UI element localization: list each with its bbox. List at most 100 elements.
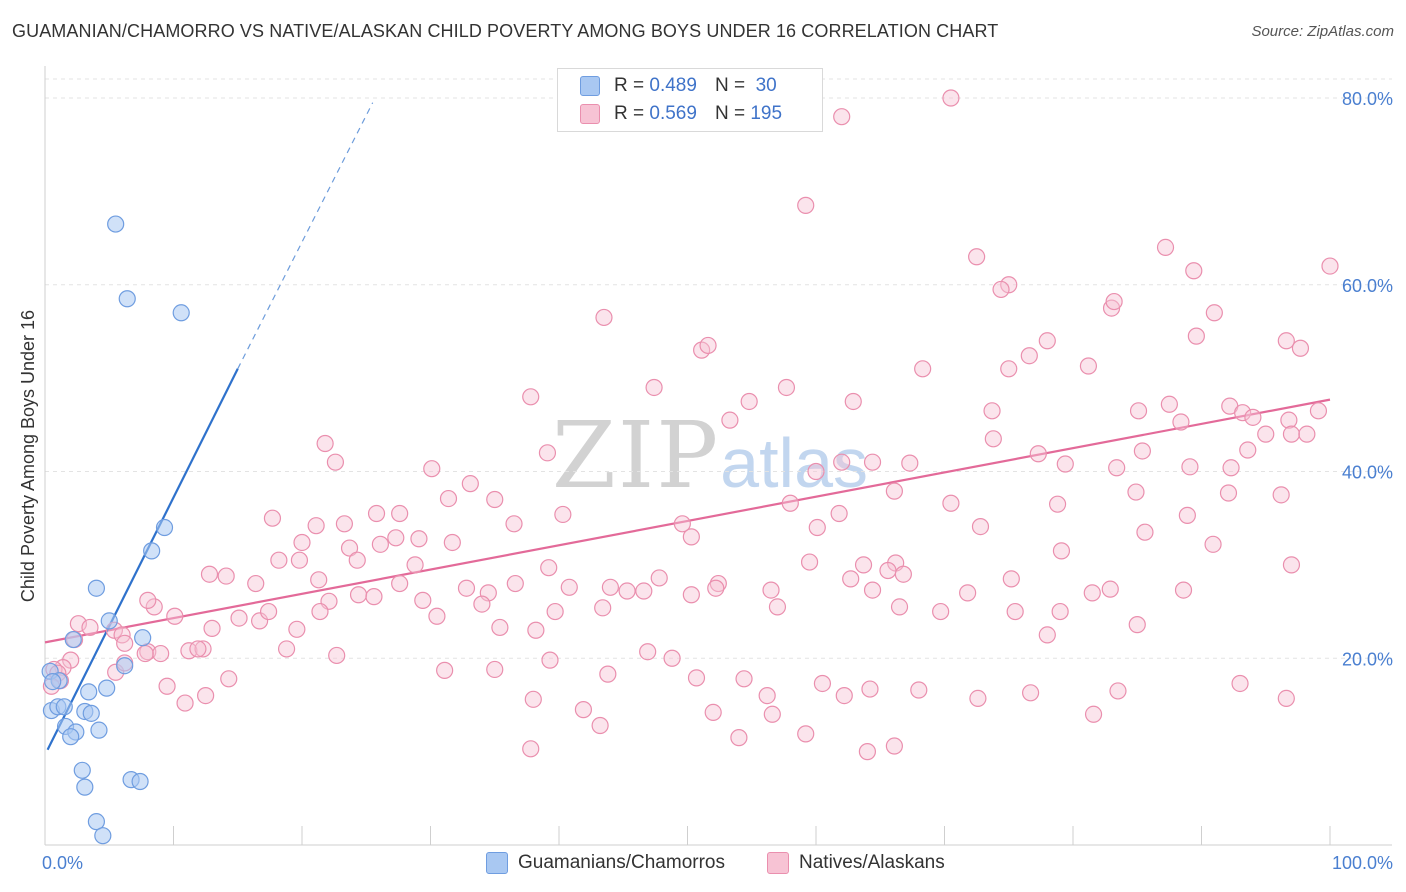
legend-label-natives: Natives/Alaskans bbox=[799, 852, 945, 873]
native-alaskan-point bbox=[158, 677, 176, 695]
x-tick-label-min: 0.0% bbox=[42, 853, 83, 873]
native-alaskan-point bbox=[316, 434, 334, 453]
guamanian-point bbox=[80, 683, 98, 701]
natives-trend-line bbox=[44, 398, 1331, 644]
native-alaskan-point bbox=[1108, 459, 1126, 477]
guamanian-point bbox=[143, 542, 161, 560]
native-alaskan-point bbox=[365, 588, 383, 606]
native-alaskan-point bbox=[1174, 581, 1193, 599]
watermark: ZIPatlas bbox=[552, 402, 868, 509]
native-alaskan-point bbox=[263, 509, 282, 527]
legend-swatch-pink bbox=[580, 104, 600, 124]
native-alaskan-point bbox=[166, 607, 184, 625]
native-alaskan-point bbox=[290, 551, 309, 569]
native-alaskan-point bbox=[473, 595, 491, 613]
native-alaskan-point bbox=[406, 556, 424, 574]
native-alaskan-point bbox=[830, 504, 848, 523]
native-alaskan-point bbox=[1298, 425, 1316, 443]
native-alaskan-point bbox=[541, 651, 559, 669]
native-alaskan-point bbox=[538, 444, 557, 462]
guamanian-point bbox=[73, 761, 91, 779]
native-alaskan-point bbox=[1172, 413, 1190, 431]
native-alaskan-point bbox=[546, 602, 564, 621]
native-alaskan-point bbox=[844, 392, 862, 411]
native-alaskan-point bbox=[574, 701, 593, 719]
native-alaskan-point bbox=[833, 108, 851, 126]
native-alaskan-point bbox=[423, 460, 441, 478]
native-alaskan-point bbox=[1277, 332, 1295, 350]
native-alaskan-point bbox=[220, 670, 238, 688]
legend-swatch-natives bbox=[767, 852, 789, 874]
native-alaskan-point bbox=[709, 574, 727, 593]
native-alaskan-point bbox=[797, 725, 815, 743]
native-alaskan-point bbox=[910, 681, 928, 699]
guamanian-point bbox=[116, 657, 134, 675]
y-tick-label: 80.0% bbox=[1342, 89, 1393, 109]
native-alaskan-point bbox=[1051, 602, 1069, 621]
native-alaskan-point bbox=[540, 559, 558, 577]
native-alaskan-point bbox=[833, 453, 851, 471]
native-alaskan-point bbox=[1204, 535, 1222, 553]
source-note: Source: ZipAtlas.com bbox=[1251, 23, 1394, 40]
native-alaskan-point bbox=[270, 551, 288, 569]
native-alaskan-point bbox=[1185, 262, 1203, 280]
native-alaskan-point bbox=[328, 646, 346, 665]
native-alaskan-point bbox=[885, 482, 903, 500]
native-alaskan-point bbox=[645, 378, 663, 397]
native-alaskan-point bbox=[969, 689, 987, 708]
native-alaskan-point bbox=[861, 680, 879, 698]
native-alaskan-point bbox=[527, 621, 545, 639]
guamanians-trend-line bbox=[46, 368, 239, 751]
native-alaskan-point bbox=[807, 462, 825, 481]
native-alaskan-point bbox=[1156, 238, 1175, 257]
native-alaskan-point bbox=[858, 743, 877, 761]
native-alaskan-point bbox=[311, 602, 329, 621]
native-alaskan-point bbox=[768, 598, 787, 616]
chart-title: GUAMANIAN/CHAMORRO VS NATIVE/ALASKAN CHI… bbox=[12, 21, 999, 41]
native-alaskan-point bbox=[1136, 523, 1154, 541]
native-alaskan-point bbox=[560, 578, 578, 596]
native-alaskan-point bbox=[203, 619, 221, 637]
guamanian-point bbox=[62, 728, 80, 746]
native-alaskan-point bbox=[959, 584, 977, 602]
native-alaskan-point bbox=[145, 598, 163, 616]
native-alaskan-point bbox=[1277, 689, 1295, 708]
native-alaskan-point bbox=[410, 530, 428, 548]
native-alaskan-point bbox=[601, 578, 620, 596]
native-alaskan-point bbox=[1133, 442, 1151, 460]
native-alaskan-point bbox=[391, 574, 409, 593]
legend-item-guamanians[interactable]: Guamanians/Chamorros bbox=[486, 852, 725, 874]
legend-r-label: R = bbox=[614, 75, 645, 96]
native-alaskan-point bbox=[682, 528, 700, 546]
guamanian-point bbox=[134, 629, 152, 647]
native-alaskan-point bbox=[436, 661, 454, 679]
native-alaskan-point bbox=[522, 388, 540, 406]
native-alaskan-point bbox=[116, 634, 134, 652]
axes bbox=[44, 66, 1392, 846]
native-alaskan-point bbox=[1105, 292, 1123, 311]
native-alaskan-point bbox=[335, 515, 354, 533]
native-alaskan-point bbox=[758, 687, 776, 705]
native-alaskan-point bbox=[808, 518, 826, 537]
legend-row-guamanians: R = 0.489 N = 30 bbox=[580, 74, 777, 98]
legend-item-natives[interactable]: Natives/Alaskans bbox=[767, 852, 945, 874]
legend-label-guamanians: Guamanians/Chamorros bbox=[518, 852, 725, 873]
native-alaskan-point bbox=[1282, 556, 1301, 574]
native-alaskan-point bbox=[176, 694, 194, 712]
native-alaskan-point bbox=[1006, 602, 1024, 621]
guamanian-point bbox=[172, 304, 190, 322]
native-alaskan-point bbox=[687, 669, 706, 687]
native-alaskan-point bbox=[1272, 486, 1290, 504]
legend-swatch-guamanians bbox=[486, 852, 508, 874]
native-alaskan-point bbox=[288, 620, 306, 638]
native-alaskan-point bbox=[81, 618, 99, 637]
native-alaskan-point bbox=[1029, 445, 1047, 463]
guamanian-point bbox=[100, 612, 118, 630]
native-alaskan-point bbox=[942, 494, 960, 512]
native-alaskan-point bbox=[1056, 455, 1074, 473]
native-alaskan-point bbox=[293, 533, 311, 552]
native-alaskan-point bbox=[326, 453, 345, 471]
guamanian-point bbox=[107, 215, 125, 233]
guamanian-point bbox=[44, 672, 62, 691]
